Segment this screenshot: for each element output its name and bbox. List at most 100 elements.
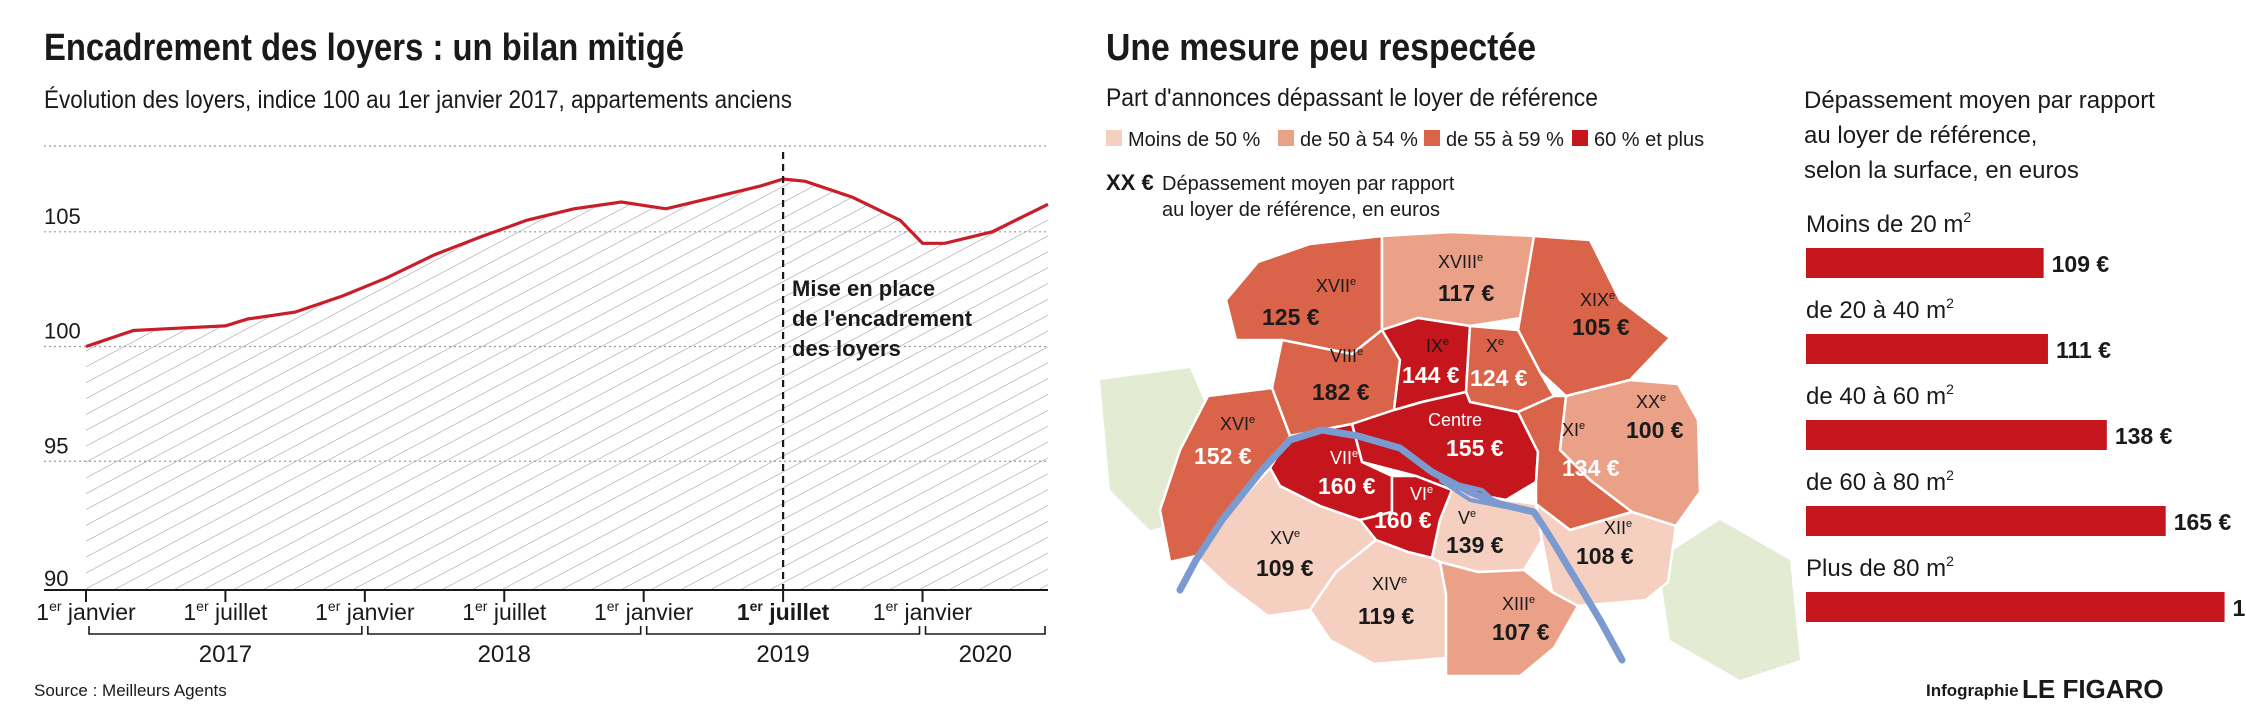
annotation-line-2: de l'encadrement [792, 306, 973, 331]
x-tick-label-2: 1er janvier [315, 598, 415, 625]
middle-subtitle: Part d'annonces dépassant le loyer de ré… [1106, 84, 1598, 112]
value-xvii: 125 € [1262, 304, 1320, 330]
label-vi: VIe [1410, 484, 1433, 504]
value-xiii: 107 € [1492, 619, 1550, 645]
year-brackets: 2017 2018 2019 2020 [88, 626, 1046, 668]
bar-category-4: Plus de 80 m2 [1806, 553, 1954, 582]
value-xviii: 117 € [1438, 280, 1494, 306]
district-labels: XVIIe 125 € XVIIIe 117 € XIXe 105 € VIII… [1194, 252, 1684, 645]
year-bracket-3 [924, 626, 1046, 635]
label-centre: Centre [1428, 410, 1482, 430]
bar-value-4: 192 € [2233, 595, 2246, 621]
value-xix: 105 € [1572, 314, 1630, 340]
x-tick-label-6: 1er janvier [873, 598, 973, 625]
source-note: Source : Meilleurs Agents [34, 681, 227, 700]
legend-label-1: Moins de 50 % [1128, 129, 1261, 151]
label-xx: XXe [1636, 392, 1666, 412]
label-ix: IXe [1426, 336, 1449, 356]
y-axis-ticks: 90 95 100 105 [44, 204, 81, 591]
credit-brand: LE FIGARO [2022, 674, 2164, 704]
value-vii: 160 € [1318, 473, 1376, 499]
bar-category-1: de 20 à 40 m2 [1806, 295, 1954, 324]
x-tick-label-1: 1er juillet [183, 598, 268, 625]
legend-label-4: 60 % et plus [1594, 129, 1704, 151]
label-xviii: XVIIIe [1438, 252, 1483, 272]
label-vii: VIIe [1330, 448, 1358, 468]
right-title-line-1: Dépassement moyen par rapport [1804, 87, 2155, 114]
year-label-3: 2020 [959, 641, 1012, 668]
label-v: Ve [1458, 508, 1476, 528]
seine-island [1438, 478, 1507, 510]
legend-label-2: de 50 à 54 % [1300, 129, 1418, 151]
middle-title: Une mesure peu respectée [1106, 27, 1536, 69]
credit-prefix: Infographie [1926, 681, 2019, 700]
credit: Infographie LE FIGARO [1926, 674, 2164, 704]
annotation-line-1: Mise en place [792, 276, 935, 301]
legend-swatch-4 [1572, 130, 1588, 146]
bar-value-2: 138 € [2115, 423, 2173, 449]
bar-1 [1806, 334, 2048, 364]
map-legend: Moins de 50 % de 50 à 54 % de 55 à 59 % … [1106, 129, 1704, 221]
label-xix: XIXe [1580, 290, 1615, 310]
value-xi: 134 € [1562, 455, 1620, 481]
value-ix: 144 € [1402, 362, 1460, 388]
policy-annotation: Mise en place de l'encadrement des loyer… [792, 276, 973, 361]
rent-index-line [85, 177, 1049, 349]
year-label-1: 2018 [478, 641, 531, 668]
bar-value-0: 109 € [2052, 251, 2110, 277]
left-subtitle: Évolution des loyers, indice 100 au 1er … [44, 85, 792, 114]
value-viii: 182 € [1312, 379, 1370, 405]
value-xiv: 119 € [1358, 603, 1414, 629]
bar-4 [1806, 592, 2225, 622]
xx-key: XX € [1106, 170, 1154, 195]
label-xii: XIIe [1604, 518, 1632, 538]
label-xiv: XIVe [1372, 574, 1407, 594]
x-tick-label-5: 1er juillet [737, 598, 830, 625]
left-title: Encadrement des loyers : un bilan mitigé [44, 27, 684, 69]
label-xi: XIe [1562, 420, 1585, 440]
paris-map-panel: Une mesure peu respectée Part d'annonces… [1100, 27, 1800, 680]
label-xvii: XVIIe [1316, 276, 1356, 296]
year-bracket-0 [88, 626, 363, 635]
xx-text-line-2: au loyer de référence, en euros [1162, 199, 1440, 221]
district-xii [1534, 502, 1678, 608]
annotation-line-3: des loyers [792, 336, 901, 361]
bars: Moins de 20 m2 109 € de 20 à 40 m2 111 € de … [1806, 209, 2246, 622]
arrondissements [1158, 230, 1702, 678]
xx-text-line-1: Dépassement moyen par rapport [1162, 173, 1455, 195]
value-xii: 108 € [1576, 543, 1634, 569]
bar-category-0: Moins de 20 m2 [1806, 209, 1971, 238]
right-title-line-3: selon la surface, en euros [1804, 157, 2079, 184]
label-viii: VIIIe [1330, 346, 1363, 366]
value-v: 139 € [1446, 532, 1504, 558]
x-axis-tick-labels: 1er janvier 1er juillet 1er janvier 1er jui… [36, 590, 973, 625]
value-vi: 160 € [1374, 507, 1432, 533]
rent-index-chart: Encadrement des loyers : un bilan mitigé… [34, 27, 1049, 700]
value-xv: 109 € [1256, 555, 1314, 581]
value-xvi: 152 € [1194, 443, 1252, 469]
x-tick-label-3: 1er juillet [462, 598, 547, 625]
year-bracket-2 [645, 626, 921, 635]
legend-swatch-2 [1278, 130, 1294, 146]
right-title-line-2: au loyer de référence, [1804, 122, 2037, 149]
value-centre: 155 € [1446, 435, 1504, 461]
legend-swatch-3 [1424, 130, 1440, 146]
district-xvii [1224, 234, 1384, 356]
surface-bar-chart: Dépassement moyen par rapport au loyer d… [1804, 87, 2246, 622]
bar-category-3: de 60 à 80 m2 [1806, 467, 1954, 496]
area-fill [86, 179, 1048, 590]
label-xv: XVe [1270, 528, 1300, 548]
year-bracket-1 [367, 626, 642, 635]
bar-0 [1806, 248, 2044, 278]
label-xiii: XIIIe [1502, 594, 1535, 614]
year-label-2: 2019 [756, 641, 809, 668]
bar-value-3: 165 € [2174, 509, 2232, 535]
bar-category-2: de 40 à 60 m2 [1806, 381, 1954, 410]
y-tick-label-90: 90 [44, 566, 68, 591]
year-label-0: 2017 [199, 641, 252, 668]
district-xiii [1438, 560, 1580, 678]
bois-de-vincennes [1658, 520, 1800, 680]
bar-value-1: 111 € [2056, 337, 2111, 363]
legend-swatch-1 [1106, 130, 1122, 146]
